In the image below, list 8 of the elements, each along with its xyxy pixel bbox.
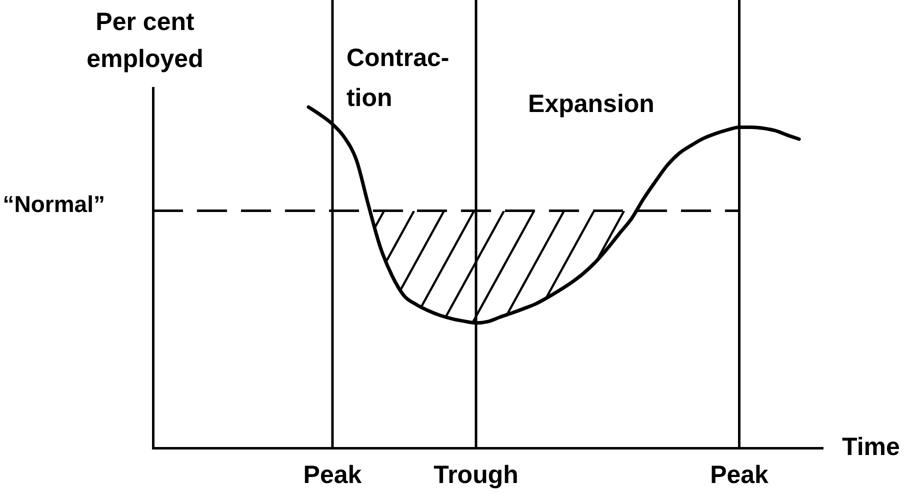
y-axis-title: Per cent employed	[86, 8, 204, 73]
x-tick-label: Trough	[434, 460, 518, 489]
annotation: Expansion	[528, 90, 654, 118]
ref-line-label: “Normal”	[2, 191, 105, 218]
x-tick-label: Peak	[303, 460, 362, 489]
annotation: Contrac- tion	[346, 44, 450, 112]
x-tick-label: Peak	[710, 460, 769, 489]
x-axis-title: Time	[842, 432, 900, 461]
